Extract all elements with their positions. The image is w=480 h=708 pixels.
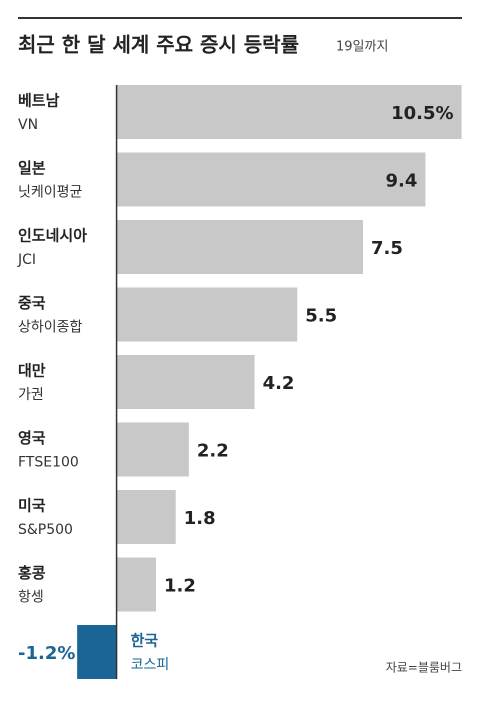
bar xyxy=(116,287,298,342)
bar xyxy=(116,422,189,477)
source: 자료=블룸버그 xyxy=(386,661,462,675)
category-label: 베트남 xyxy=(18,92,60,110)
bar xyxy=(77,625,117,679)
category-label: 일본 xyxy=(18,159,46,177)
index-label: VN xyxy=(18,117,38,133)
value-label: 7.5 xyxy=(371,238,403,259)
value-label: 5.5 xyxy=(305,306,337,327)
index-label: 상하이종합 xyxy=(18,320,83,336)
index-label: 닛케이평균 xyxy=(18,185,83,201)
value-label: -1.2% xyxy=(18,643,75,664)
bar xyxy=(116,152,426,207)
category-label: 중국 xyxy=(18,294,46,312)
bar xyxy=(116,557,156,612)
value-label: 2.2 xyxy=(197,441,229,462)
bar xyxy=(116,355,255,409)
value-label: 4.2 xyxy=(263,373,295,394)
category-label: 영국 xyxy=(18,429,46,447)
category-label: 홍콩 xyxy=(18,564,46,582)
bar xyxy=(116,85,462,139)
index-label: 코스피 xyxy=(131,657,170,673)
index-label: 가권 xyxy=(18,387,44,403)
index-label: JCI xyxy=(17,252,36,268)
bar xyxy=(116,220,363,274)
category-label: 인도네시아 xyxy=(18,227,87,245)
category-label: 대만 xyxy=(18,362,46,380)
index-label: S&P500 xyxy=(18,522,73,538)
category-label: 미국 xyxy=(18,497,46,515)
value-label: 9.4 xyxy=(386,171,418,192)
value-label: 10.5% xyxy=(391,103,453,124)
index-label: 항셍 xyxy=(18,590,44,606)
value-label: 1.2 xyxy=(164,576,196,597)
chart-subtitle: 19일까지 xyxy=(336,40,388,55)
value-label: 1.8 xyxy=(184,508,216,529)
category-label: 한국 xyxy=(131,632,159,650)
bar xyxy=(116,490,176,544)
chart-title: 최근 한 달 세계 주요 증시 등락률 xyxy=(18,33,299,57)
index-label: FTSE100 xyxy=(18,455,79,471)
